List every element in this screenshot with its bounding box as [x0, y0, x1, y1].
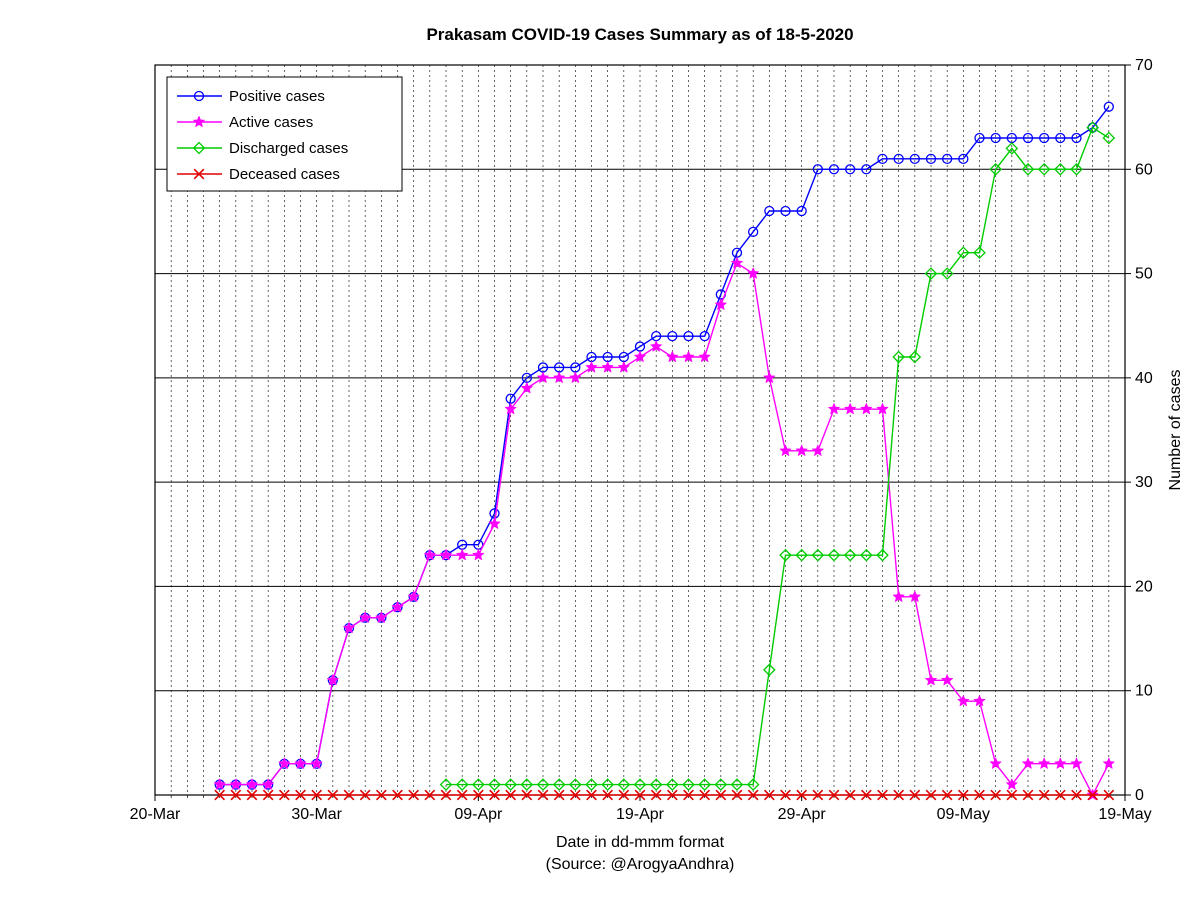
svg-text:20-Mar: 20-Mar: [130, 806, 181, 823]
svg-text:20: 20: [1135, 578, 1153, 595]
svg-text:Active cases: Active cases: [229, 114, 313, 131]
svg-text:19-Apr: 19-Apr: [616, 806, 665, 823]
svg-text:40: 40: [1135, 370, 1153, 387]
svg-text:09-May: 09-May: [937, 806, 990, 823]
svg-text:60: 60: [1135, 161, 1153, 178]
svg-text:30: 30: [1135, 474, 1153, 491]
svg-text:Discharged cases: Discharged cases: [229, 140, 348, 157]
covid-chart: 20-Mar 30-Mar 09-Apr 19-Apr 29-Apr 09-May 19-M…: [0, 0, 1200, 898]
legend: Positive cases Active cases Discharged cas…: [167, 77, 402, 191]
svg-text:Positive cases: Positive cases: [229, 88, 325, 105]
svg-text:29-Apr: 29-Apr: [778, 806, 827, 823]
svg-text:0: 0: [1135, 787, 1144, 804]
chart-container: 20-Mar 30-Mar 09-Apr 19-Apr 29-Apr 09-May 19-M…: [0, 0, 1200, 898]
svg-text:50: 50: [1135, 266, 1153, 283]
svg-text:30-Mar: 30-Mar: [291, 806, 342, 823]
x-axis-label: Date in dd-mmm format: [556, 834, 725, 851]
svg-text:10: 10: [1135, 683, 1153, 700]
source-label: (Source: @ArogyaAndhra): [546, 856, 735, 873]
svg-text:09-Apr: 09-Apr: [454, 806, 503, 823]
svg-text:70: 70: [1135, 57, 1153, 74]
svg-text:Deceased cases: Deceased cases: [229, 166, 340, 183]
chart-title: Prakasam COVID-19 Cases Summary as of 18…: [426, 25, 853, 44]
svg-text:19-May: 19-May: [1098, 806, 1151, 823]
y-axis-label: Number of cases: [1167, 370, 1184, 491]
